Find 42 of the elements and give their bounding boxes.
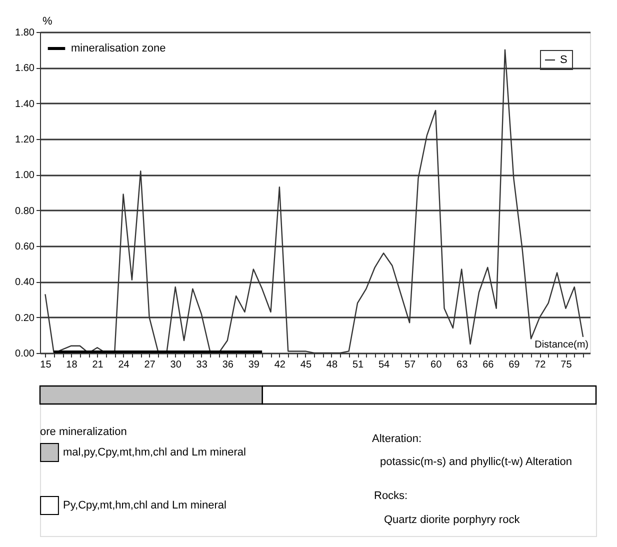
text: Quartz diorite porphyry rock bbox=[384, 514, 520, 526]
legend-label: S bbox=[560, 54, 568, 66]
x-tick-label: 39 bbox=[248, 360, 260, 370]
x-tick-label: 66 bbox=[482, 360, 494, 370]
y-tick-label: 1.80 bbox=[15, 28, 35, 38]
x-tick-label: 45 bbox=[300, 360, 312, 370]
legend-label: Py,Cpy,mt,hm,chl and Lm mineral bbox=[63, 500, 226, 512]
x-tick-label: 69 bbox=[508, 360, 520, 370]
x-tick-label: 75 bbox=[560, 360, 572, 370]
x-tick-label: 60 bbox=[430, 360, 442, 370]
y-tick-label: 0.40 bbox=[15, 277, 35, 288]
x-tick-label: 63 bbox=[456, 360, 468, 370]
y-tick-label: 0.00 bbox=[15, 348, 35, 360]
x-tick-label: 15 bbox=[40, 360, 52, 370]
y-axis-title: % bbox=[42, 16, 52, 28]
x-tick-label: 24 bbox=[118, 360, 130, 370]
x-tick-label: 33 bbox=[196, 360, 208, 370]
y-tick-label: 0.20 bbox=[15, 312, 35, 324]
text: potassic(m-s) and phyllic(t-w) Alteration bbox=[380, 456, 572, 468]
legend-title: ore mineralization bbox=[40, 426, 127, 438]
y-tick-label: 1.20 bbox=[15, 134, 35, 146]
x-tick-label: 42 bbox=[274, 360, 286, 370]
x-tick-label: 72 bbox=[534, 360, 546, 370]
x-tick-label: 57 bbox=[404, 360, 416, 370]
x-tick-label: 48 bbox=[326, 360, 338, 370]
y-tick-label: 0.80 bbox=[15, 206, 35, 217]
y-tick-label: 1.60 bbox=[15, 63, 35, 74]
x-tick-label: 30 bbox=[170, 360, 182, 370]
y-tick-label: 0.60 bbox=[15, 242, 35, 252]
legend-label: mal,py,Cpy,mt,hm,chl and Lm mineral bbox=[63, 446, 246, 458]
y-tick-label: 1.00 bbox=[15, 170, 35, 182]
x-tick-label: 18 bbox=[66, 360, 78, 370]
y-tick-label: 1.40 bbox=[15, 98, 35, 110]
x-tick-label: 36 bbox=[222, 360, 234, 370]
legend-label: mineralisation zone bbox=[71, 42, 166, 54]
x-tick-label: 21 bbox=[92, 360, 104, 370]
x-tick-label: 27 bbox=[144, 360, 156, 370]
text: Rocks: bbox=[374, 490, 408, 502]
text: Alteration: bbox=[372, 433, 422, 445]
x-axis-title: Distance(m) bbox=[534, 340, 588, 350]
x-tick-label: 51 bbox=[352, 360, 364, 370]
x-tick-label: 54 bbox=[378, 360, 390, 370]
